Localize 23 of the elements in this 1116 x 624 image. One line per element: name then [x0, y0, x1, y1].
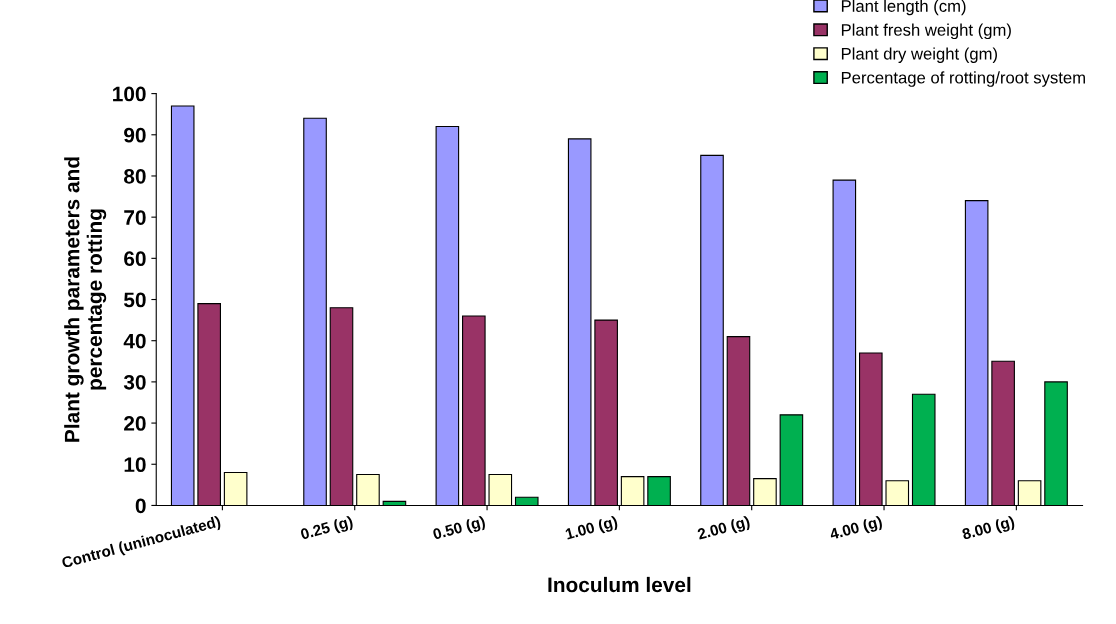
- legend-label: Plant dry weight (gm): [841, 47, 997, 63]
- y-tick-label: 50: [123, 292, 146, 308]
- y-axis-title: Plant growth parameters and percentage rotting: [64, 157, 107, 442]
- y-tick-label: 30: [123, 374, 146, 390]
- x-tick-label: 4.00 (g): [828, 515, 884, 543]
- x-tick-label: 1.00 (g): [564, 515, 619, 543]
- y-tick-label: 70: [124, 210, 146, 225]
- x-tick-label: 0.50 (g): [432, 515, 487, 543]
- legend-label: Percentage of rotting/root system: [841, 71, 1085, 87]
- x-axis-title: Inoculum level: [548, 576, 691, 593]
- y-tick-label: 0: [135, 498, 146, 514]
- x-tick-label: 0.25 (g): [299, 515, 354, 543]
- y-tick-label: 40: [123, 333, 146, 349]
- y-tick-label: 10: [124, 457, 146, 473]
- legend-label: Plant fresh weight (gm): [841, 23, 1011, 40]
- y-tick-label: 80: [124, 168, 146, 184]
- y-tick-label: 60: [124, 251, 146, 267]
- y-tick-label: 20: [124, 416, 146, 431]
- x-tick-label: 2.00 (g): [696, 515, 751, 543]
- y-tick-label: 90: [124, 127, 146, 143]
- x-tick-label: 8.00 (g): [961, 515, 1016, 543]
- legend-label: Plant length (cm): [841, 0, 966, 16]
- y-tick-label: 100: [113, 86, 146, 102]
